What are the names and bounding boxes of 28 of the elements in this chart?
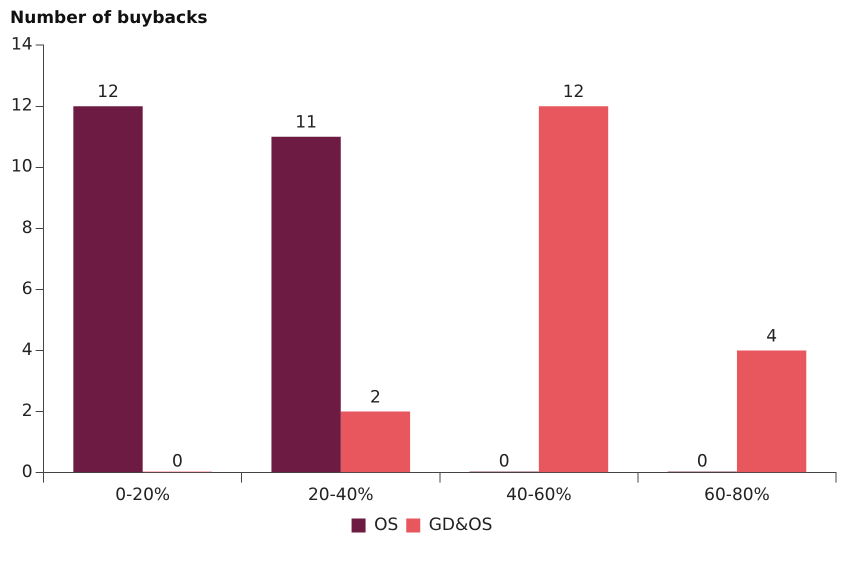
data-label: 4 xyxy=(766,326,778,346)
bar xyxy=(73,106,143,472)
bar xyxy=(271,136,341,472)
bar xyxy=(736,350,806,472)
bar xyxy=(538,106,608,472)
y-tick-label: 8 xyxy=(22,218,33,238)
y-tick-label: 2 xyxy=(22,400,33,421)
bar xyxy=(340,412,410,472)
y-tick-label: 14 xyxy=(10,34,33,55)
x-tick-label: 60-80% xyxy=(704,485,770,506)
y-tick-label: 10 xyxy=(10,156,33,177)
x-tick-label: 0-20% xyxy=(115,485,170,506)
data-label: 11 xyxy=(295,112,317,133)
data-label: 0 xyxy=(172,452,183,472)
y-axis-title: Number of buybacks xyxy=(10,8,209,28)
data-label: 12 xyxy=(97,82,119,102)
legend-label: OS xyxy=(374,514,398,535)
y-tick-label: 4 xyxy=(22,340,33,360)
x-tick-label: 20-40% xyxy=(308,485,374,506)
y-tick-label: 6 xyxy=(22,278,33,299)
data-label: 0 xyxy=(696,452,708,472)
data-label: 0 xyxy=(498,452,510,472)
data-label: 2 xyxy=(370,387,381,408)
y-tick-label: 0 xyxy=(22,462,33,482)
legend-label: GD&OS xyxy=(428,514,492,535)
y-tick-label: 12 xyxy=(10,96,33,116)
data-label: 12 xyxy=(562,82,584,102)
x-tick-label: 40-60% xyxy=(506,485,572,506)
